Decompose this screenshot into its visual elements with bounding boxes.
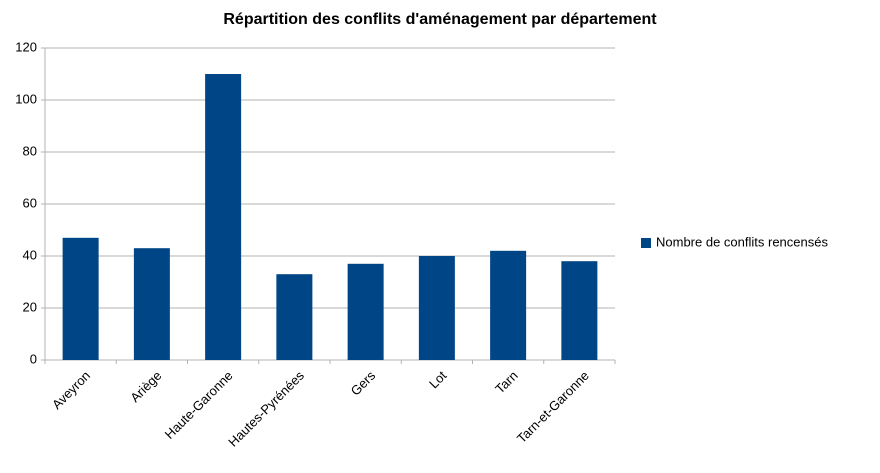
x-tick-label: Haute-Garonne (162, 368, 236, 442)
x-tick-label: Tarn (492, 368, 520, 396)
y-tick-label: 60 (23, 195, 37, 210)
x-tick-label: Aveyron (49, 368, 93, 412)
bar (418, 256, 455, 360)
x-tick-label: Lot (426, 368, 450, 392)
y-tick-label: 100 (15, 91, 37, 106)
bar (133, 248, 170, 360)
y-tick-label: 80 (23, 143, 37, 158)
chart-title: Répartition des conflits d'aménagement p… (223, 11, 657, 28)
bar (205, 74, 242, 360)
bar (561, 261, 598, 360)
x-tick-label: Ariège (127, 368, 164, 405)
legend-label: Nombre de conflits rencensés (656, 234, 828, 249)
bar (490, 250, 527, 360)
bar (276, 274, 313, 360)
x-tick-label: Gers (348, 368, 379, 399)
x-tick-label: Tarn-et-Garonne (514, 368, 592, 446)
y-tick-label: 20 (23, 299, 37, 314)
x-tick-label: Hautes-Pyrénées (225, 368, 307, 450)
bar (62, 237, 99, 360)
y-tick-label: 40 (23, 247, 37, 262)
y-tick-label: 120 (15, 39, 37, 54)
y-tick-label: 0 (30, 351, 37, 366)
legend-swatch (641, 238, 651, 248)
bar (347, 263, 384, 360)
